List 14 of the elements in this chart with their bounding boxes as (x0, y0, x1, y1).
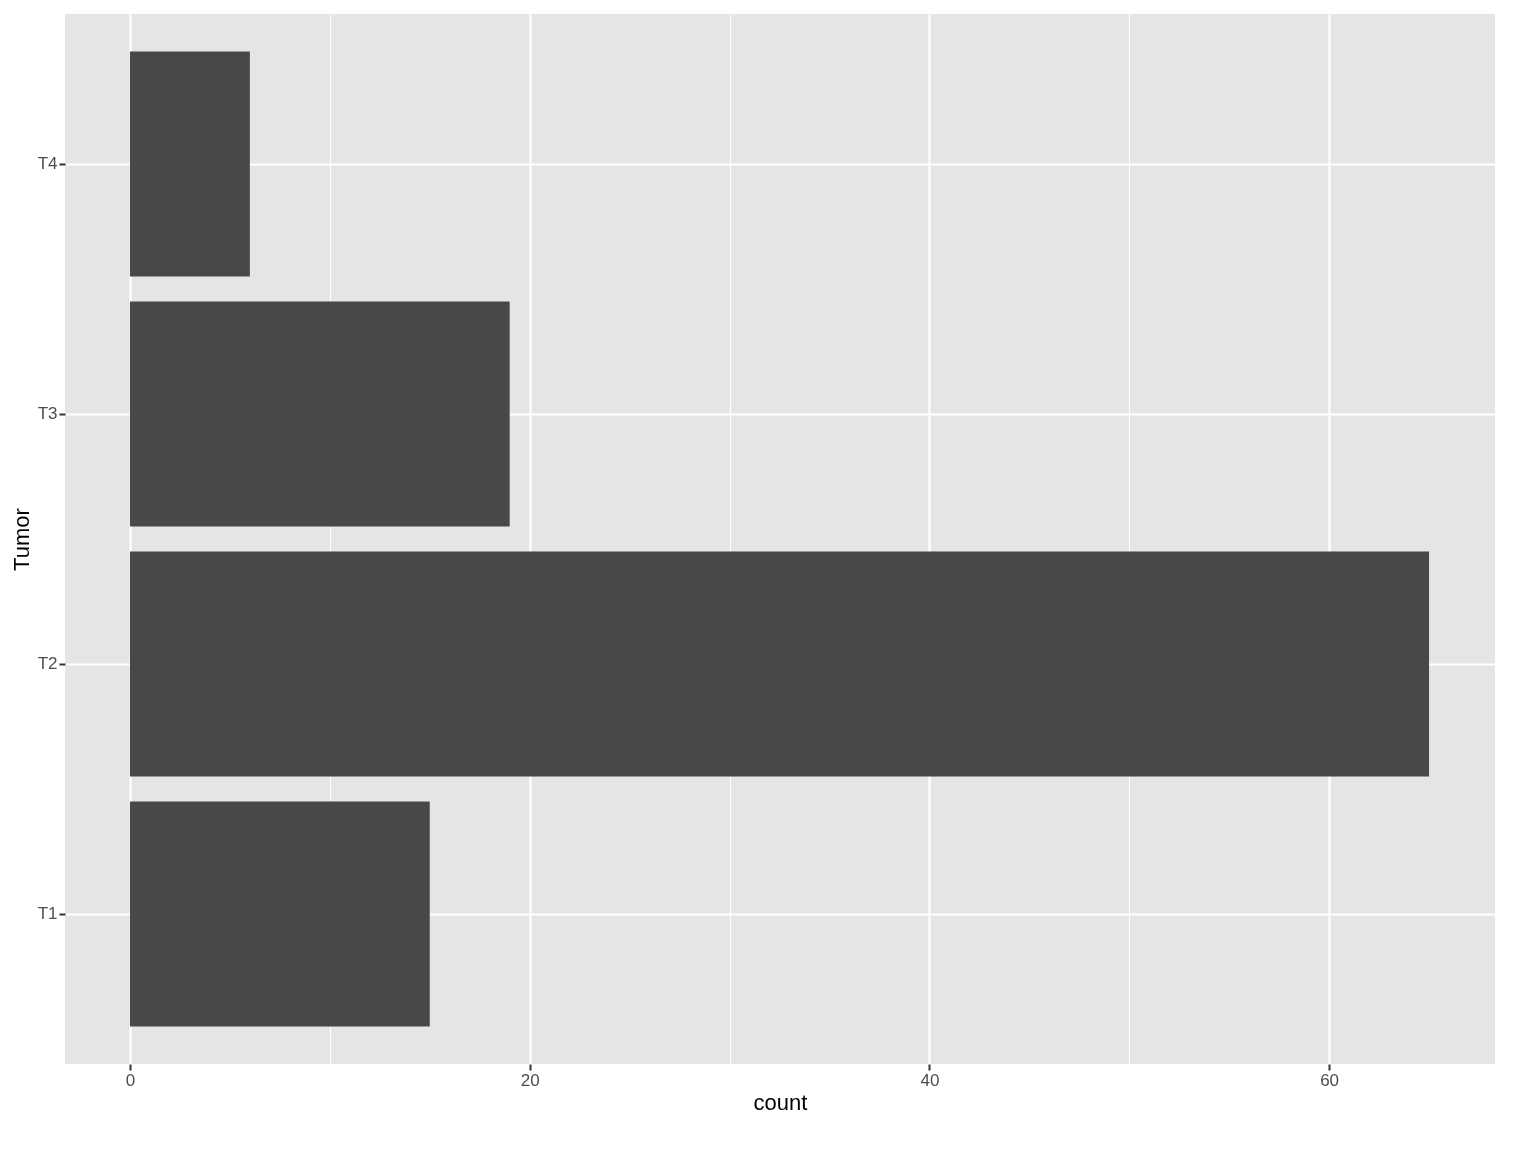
bar (129, 51, 250, 277)
x-tick-label: 40 (920, 1070, 940, 1090)
bar (129, 801, 430, 1027)
y-tick-label: T2 (37, 654, 58, 673)
bar (129, 551, 1430, 777)
x-tick-label: 0 (125, 1070, 136, 1090)
x-tick-label: 60 (1320, 1070, 1340, 1090)
x-tick-label: 20 (520, 1070, 540, 1090)
y-tick-label: T4 (37, 154, 58, 173)
y-tick-label: T1 (37, 904, 58, 923)
y-axis-title: Tumor (8, 508, 34, 571)
x-axis-title: count (753, 1089, 808, 1115)
y-tick-label: T3 (37, 404, 58, 423)
bar (129, 301, 510, 527)
